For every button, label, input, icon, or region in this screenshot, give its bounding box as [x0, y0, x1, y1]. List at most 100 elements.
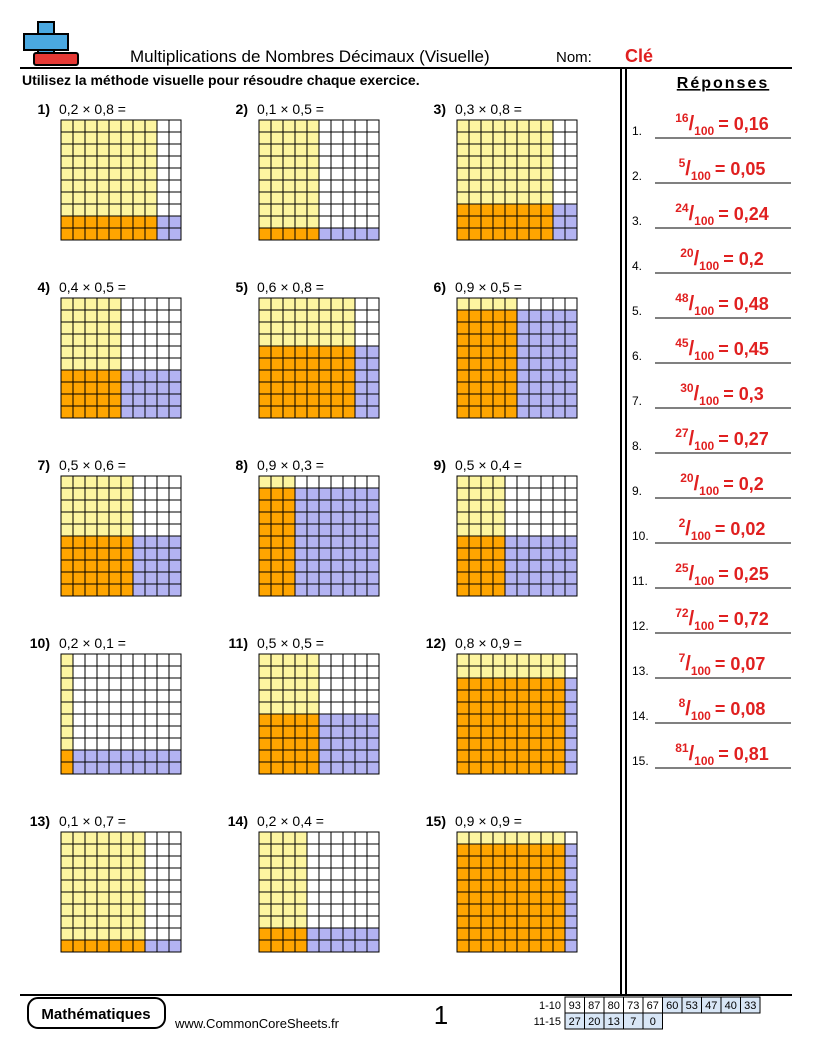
grid-cell [528, 737, 542, 751]
grid-cell [540, 131, 554, 145]
grid-cell [120, 915, 134, 929]
grid-cell [366, 155, 380, 169]
grid-cell [504, 131, 518, 145]
grid-cell [342, 701, 356, 715]
grid-cell [282, 511, 296, 525]
grid-cell [258, 725, 272, 739]
grid-cell [492, 867, 506, 881]
grid-cell [516, 547, 530, 561]
grid-cell [504, 333, 518, 347]
grid-cell [282, 761, 296, 775]
grid-cell [96, 475, 110, 489]
grid-cell [354, 547, 368, 561]
grid-cell [108, 321, 122, 335]
grid-cell [258, 879, 272, 893]
grid-cell [306, 321, 320, 335]
grid-cell [132, 879, 146, 893]
grid-cell [540, 203, 554, 217]
grid-cell [120, 689, 134, 703]
grid-cell [168, 915, 182, 929]
grid-cell [258, 309, 272, 323]
grid-cell [330, 191, 344, 205]
grid-cell [354, 523, 368, 537]
result: = 0,25 [718, 564, 769, 584]
denominator: 100 [694, 124, 714, 138]
grid-cell [258, 713, 272, 727]
grid-cell [456, 855, 470, 869]
grid-cell [468, 215, 482, 229]
grid-cell [492, 547, 506, 561]
grid-cell [96, 321, 110, 335]
grid-cell [468, 475, 482, 489]
grid-cell [516, 535, 530, 549]
grid-cell [318, 843, 332, 857]
grid-cell [504, 915, 518, 929]
problem-number: 1) [38, 101, 50, 117]
grid-cell [282, 583, 296, 597]
grid-cell [354, 499, 368, 513]
grid-cell [456, 749, 470, 763]
grid-cell [156, 405, 170, 419]
grid-cell [306, 191, 320, 205]
grid-cell [306, 855, 320, 869]
grid-cell [108, 393, 122, 407]
grid-cell [492, 405, 506, 419]
grid-cell [270, 867, 284, 881]
grid-cell [168, 179, 182, 193]
grid-cell [528, 369, 542, 383]
grid-cell [96, 903, 110, 917]
grid-cell [516, 393, 530, 407]
grid-cell [294, 167, 308, 181]
grid-cell [540, 179, 554, 193]
grid-cell [132, 523, 146, 537]
grid-cell [456, 381, 470, 395]
fraction-slash: / [689, 743, 695, 765]
grid-cell [330, 167, 344, 181]
problem-number: 10) [30, 635, 50, 651]
grid-cell [144, 879, 158, 893]
website: www.CommonCoreSheets.fr [174, 1016, 340, 1031]
grid-cell [96, 701, 110, 715]
grid-cell [96, 927, 110, 941]
grid-cell [258, 487, 272, 501]
grid-cell [330, 891, 344, 905]
grid-cell [60, 357, 74, 371]
grid-cell [492, 179, 506, 193]
grid-cell [156, 665, 170, 679]
grid-cell [306, 297, 320, 311]
grid-cell [480, 725, 494, 739]
grid-cell [156, 357, 170, 371]
grid-cell [468, 689, 482, 703]
grid-cell [96, 369, 110, 383]
grid-cell [330, 665, 344, 679]
grid-cell [516, 689, 530, 703]
grid-cell [168, 749, 182, 763]
grid-cell [330, 761, 344, 775]
grid-cell [564, 381, 578, 395]
denominator: 100 [699, 484, 719, 498]
grid-cell [342, 903, 356, 917]
grid-cell [366, 499, 380, 513]
grid-cell [330, 855, 344, 869]
grid-cell [516, 357, 530, 371]
grid-cell [342, 653, 356, 667]
grid-cell [282, 381, 296, 395]
grid-cell [552, 297, 566, 311]
grid-cell [516, 203, 530, 217]
grid-cell [564, 405, 578, 419]
grid-cell [528, 559, 542, 573]
grid-cell [564, 309, 578, 323]
grid-cell [492, 499, 506, 513]
grid-cell [60, 203, 74, 217]
grid-cell [552, 761, 566, 775]
grid-cell [564, 571, 578, 585]
grid-cell [144, 405, 158, 419]
grid-cell [354, 191, 368, 205]
grid-cell [354, 677, 368, 691]
grid-cell [528, 191, 542, 205]
grid-cell [480, 939, 494, 953]
grid-cell [528, 215, 542, 229]
grid-cell [156, 583, 170, 597]
grid-cell [306, 393, 320, 407]
grid-cell [156, 725, 170, 739]
